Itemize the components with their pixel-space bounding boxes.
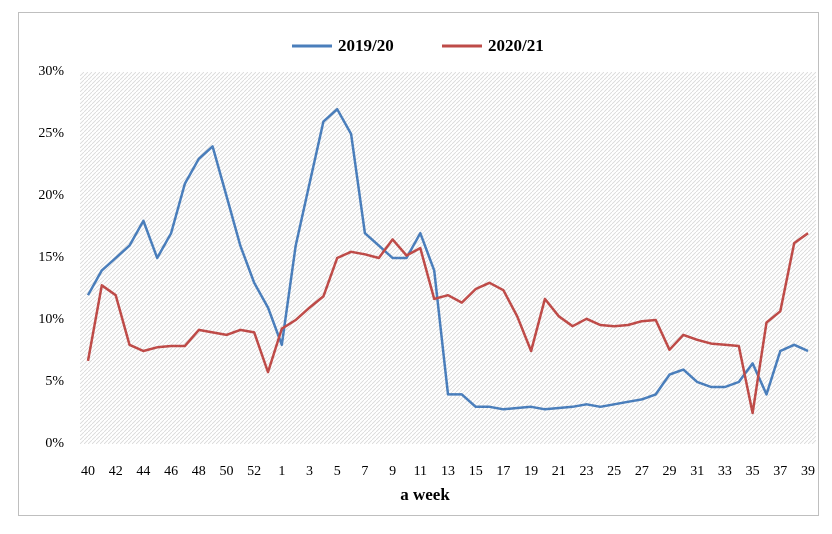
x-tick-label: 5 — [334, 464, 341, 479]
y-tick-label: 15% — [38, 250, 64, 265]
y-tick-label: 0% — [45, 436, 64, 451]
x-tick-label: 17 — [496, 464, 510, 479]
x-tick-label: 42 — [109, 464, 123, 479]
x-tick-label: 40 — [81, 464, 95, 479]
plot-area — [80, 72, 816, 444]
x-tick-label: 11 — [414, 464, 427, 479]
y-tick-label: 30% — [38, 64, 64, 79]
x-tick-label: 19 — [524, 464, 538, 479]
x-tick-label: 48 — [192, 464, 206, 479]
x-tick-label: 25 — [607, 464, 621, 479]
legend-label: 2020/21 — [488, 36, 544, 55]
x-tick-label: 52 — [247, 464, 261, 479]
x-tick-label: 23 — [579, 464, 593, 479]
y-tick-label: 25% — [38, 126, 64, 141]
x-tick-label: 3 — [306, 464, 313, 479]
x-tick-label: 31 — [690, 464, 704, 479]
legend-label: 2019/20 — [338, 36, 394, 55]
series-line — [86, 107, 809, 411]
y-tick-label: 20% — [38, 188, 64, 203]
x-tick-label: 9 — [389, 464, 396, 479]
x-tick-label: 39 — [801, 464, 815, 479]
x-tick-label: 37 — [773, 464, 787, 479]
x-tick-label: 21 — [552, 464, 566, 479]
y-tick-label: 5% — [45, 374, 64, 389]
x-tick-label: 27 — [635, 464, 649, 479]
x-axis-title: a week — [400, 485, 450, 504]
x-tick-label: 13 — [441, 464, 455, 479]
x-tick-label: 44 — [136, 464, 150, 479]
x-tick-label: 7 — [361, 464, 368, 479]
x-tick-label: 50 — [219, 464, 233, 479]
x-tick-label: 15 — [469, 464, 483, 479]
y-tick-label: 10% — [38, 312, 64, 327]
x-tick-label: 46 — [164, 464, 178, 479]
x-tick-label: 33 — [718, 464, 732, 479]
x-tick-label: 1 — [278, 464, 285, 479]
series-line — [86, 232, 809, 415]
x-tick-label: 29 — [663, 464, 677, 479]
x-tick-label: 35 — [746, 464, 760, 479]
